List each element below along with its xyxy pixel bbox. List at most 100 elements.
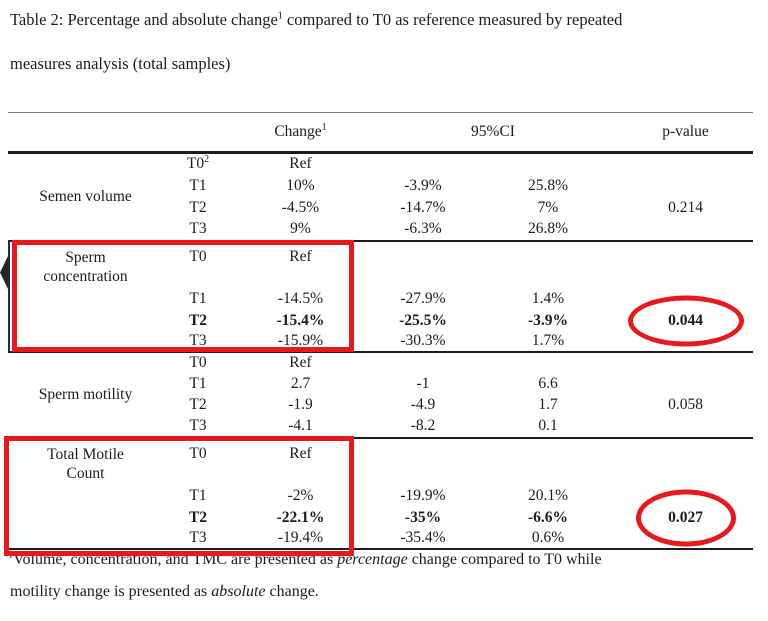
p-value-cell [618,219,753,241]
ci-low-cell [368,153,478,175]
table-row: T1 -14.5% -27.9% 1.4% [8,288,753,310]
change-cell: 10% [286,176,315,194]
table-row: Sperm concentration T0 Ref [8,241,753,288]
p-value-cell [618,153,753,175]
table-row: Semen volume T02 Ref [8,153,753,206]
time-cell: T2 [189,396,207,413]
time-cell: T1 [189,486,207,504]
change-cell: -19.4% [277,529,324,546]
change-cell: -14.5% [277,289,324,307]
footnote-line-2: motility change is presented as absolute… [10,583,319,600]
title-superscript: 1 [277,10,283,22]
ci-high-cell: 1.7% [531,332,565,349]
p-value-cell [618,438,753,485]
revision-bar [8,240,10,351]
time-cell: T3 [189,417,207,434]
change-cell: -2% [287,486,314,504]
ci-low-cell [368,352,478,374]
ci-high-cell: 1.7 [538,396,558,413]
title-line-1: Table 2: Percentage and absolute change1… [10,10,623,29]
table-row: T3 -19.4% -35.4% 0.6% [8,529,753,549]
row-label: Semen volume [39,188,132,206]
time-cell: T2 [188,508,208,526]
ci-high-cell: -3.9% [527,311,569,329]
ci-low-cell: -27.9% [400,289,446,307]
header-row: Change1 95%CI p-value [8,113,754,153]
table-row: T3 -4.1 -8.2 0.1 [8,416,753,438]
time-cell: T2 [188,311,208,329]
section-sperm-motility: Sperm motility T0 Ref T1 2.7 -1 6.6 T2 -… [8,352,754,438]
p-value-cell: 0.027 [618,489,753,546]
ci-low-cell: -35.4% [400,529,446,546]
time-cell: T0 [189,354,207,371]
ci-low-cell: -25.5% [399,311,447,329]
time-cell: T02 [186,154,210,173]
ci-high-cell: 20.1% [527,486,569,504]
change-cell: -1.9 [288,396,313,413]
ci-high-cell: 1.4% [531,289,565,307]
ci-low-cell: -35% [404,508,442,526]
p-value-cell: 0.214 [668,198,703,216]
time-cell: T1 [189,176,207,194]
change-cell: Ref [289,155,312,173]
ci-low-cell: -8.2 [410,417,436,434]
header-empty-time [163,113,233,153]
ci-low-cell: -6.3% [404,220,442,237]
time-cell: T1 [189,289,207,307]
change-cell: Ref [289,247,312,265]
table-row: T1 2.7 -1 6.6 [8,374,753,395]
header-change-superscript: 1 [321,121,327,133]
comment-marker-icon[interactable] [0,254,9,291]
change-cell: -22.1% [276,508,325,526]
ci-high-cell: 0.1 [538,417,558,434]
section-sperm-concentration: Sperm concentration T0 Ref T1 -14.5% -27… [8,241,754,352]
ci-low-cell: -14.7% [400,198,446,216]
p-value-cell: 0.058 [668,396,703,413]
ci-high-cell [478,352,618,374]
time-cell: T1 [189,375,207,392]
ci-low-cell: -30.3% [400,332,446,349]
change-cell: -15.4% [276,311,325,329]
p-value-cell [618,485,753,507]
table-row: T3 -15.9% -30.3% 1.7% [8,332,753,352]
ci-low-cell: -19.9% [400,486,446,504]
p-value-cell [618,332,753,352]
page-title: Table 2: Percentage and absolute change1… [10,0,754,86]
ci-high-cell: 7% [537,198,559,216]
time-cell: T3 [189,529,207,546]
table-row: Total Motile Count T0 Ref [8,438,753,485]
ci-high-cell [478,241,618,288]
highlight-rect-sperm-concentration [12,240,354,352]
time-cell: T3 [189,220,207,237]
change-cell: 9% [290,220,311,237]
row-label: Total Motile Count [47,445,124,482]
ci-high-cell: 26.8% [527,220,569,237]
change-cell: -4.5% [281,198,320,216]
time-cell: T0 [189,247,207,265]
ci-low-cell [368,438,478,485]
header-change: Change1 [274,121,327,140]
table-row: T2 -4.5% -14.7% 7% 0.214 [8,197,753,219]
ci-low-cell: -1 [416,375,430,392]
p-value-cell [618,374,753,395]
p-value-cell: 0.044 [618,295,753,346]
time-cell: T2 [189,198,207,216]
header-empty-label [8,113,163,153]
table-row: T1 10% -3.9% 25.8% [8,175,753,197]
time-cell: T3 [189,332,207,349]
section-semen-volume: Semen volume T02 Ref T1 10% -3.9% 25.8% … [8,153,754,241]
row-label: Sperm motility [38,386,133,403]
p-value-cell [618,416,753,438]
p-value-cell [618,288,753,310]
time-superscript: 2 [204,154,210,166]
header-ci: 95%CI [471,123,515,140]
table-row: T3 9% -6.3% 26.8% [8,219,753,241]
results-table: Change1 95%CI p-value Semen volume T02 R… [8,112,754,550]
change-cell: Ref [289,444,312,462]
ci-low-cell [368,241,478,288]
ci-low-cell: -3.9% [404,176,442,194]
header-p-value: p-value [662,123,709,140]
row-label: Sperm concentration [43,248,128,285]
ci-high-cell: -6.6% [527,508,569,526]
